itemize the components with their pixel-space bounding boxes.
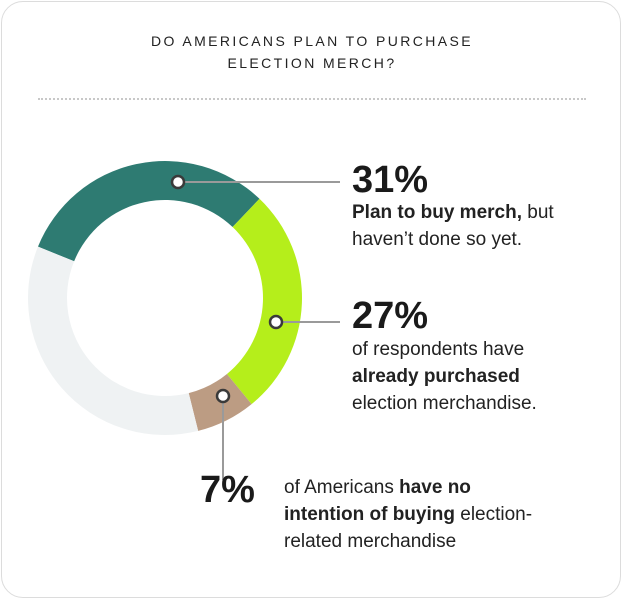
callout-27-line-3: election merchandise.: [352, 393, 537, 414]
marker-7: [215, 388, 231, 404]
marker-27: [268, 314, 284, 330]
slice-markers: [170, 174, 284, 404]
donut-slice-35-remaining: [28, 246, 199, 435]
donut-slice-27: [226, 198, 302, 405]
chart-title: DO AMERICANS PLAN TO PURCHASE ELECTION M…: [0, 30, 624, 74]
callout-27-percent: 27%: [352, 295, 429, 337]
callout-31-line-2: haven’t done so yet.: [352, 229, 523, 250]
callout-31-bold: Plan to buy merch,: [352, 202, 522, 223]
callout-7-percent: 7%: [200, 469, 255, 511]
callout-31-percent: 31%: [352, 159, 429, 201]
callout-27-bold: already purchased: [352, 366, 520, 387]
callout-27-line-2: already purchased: [352, 363, 520, 390]
callout-27-line-1: of respondents have: [352, 339, 525, 360]
callout-7-bold-2: intention of buying: [284, 504, 455, 525]
callout-7-rest: election-: [454, 504, 533, 525]
title-line-1: DO AMERICANS PLAN TO PURCHASE: [151, 33, 473, 49]
callout-31-rest: but: [521, 202, 554, 223]
dotted-divider: [38, 98, 586, 100]
callout-7-bold-1: have no: [399, 477, 471, 498]
callout-7-line-3: related merchandise: [284, 531, 457, 552]
callout-31-line-1: Plan to buy merch, but: [352, 199, 554, 226]
callout-7-pre: of Americans: [284, 477, 400, 498]
donut-slice-31: [37, 160, 260, 262]
callout-7-line-2: intention of buying election-: [284, 501, 532, 528]
leader-lines: [178, 181, 340, 480]
callout-7-line-1: of Americans have no: [284, 474, 471, 501]
marker-31: [170, 174, 186, 190]
donut-slices: [28, 160, 302, 435]
title-line-2: ELECTION MERCH?: [227, 55, 397, 71]
